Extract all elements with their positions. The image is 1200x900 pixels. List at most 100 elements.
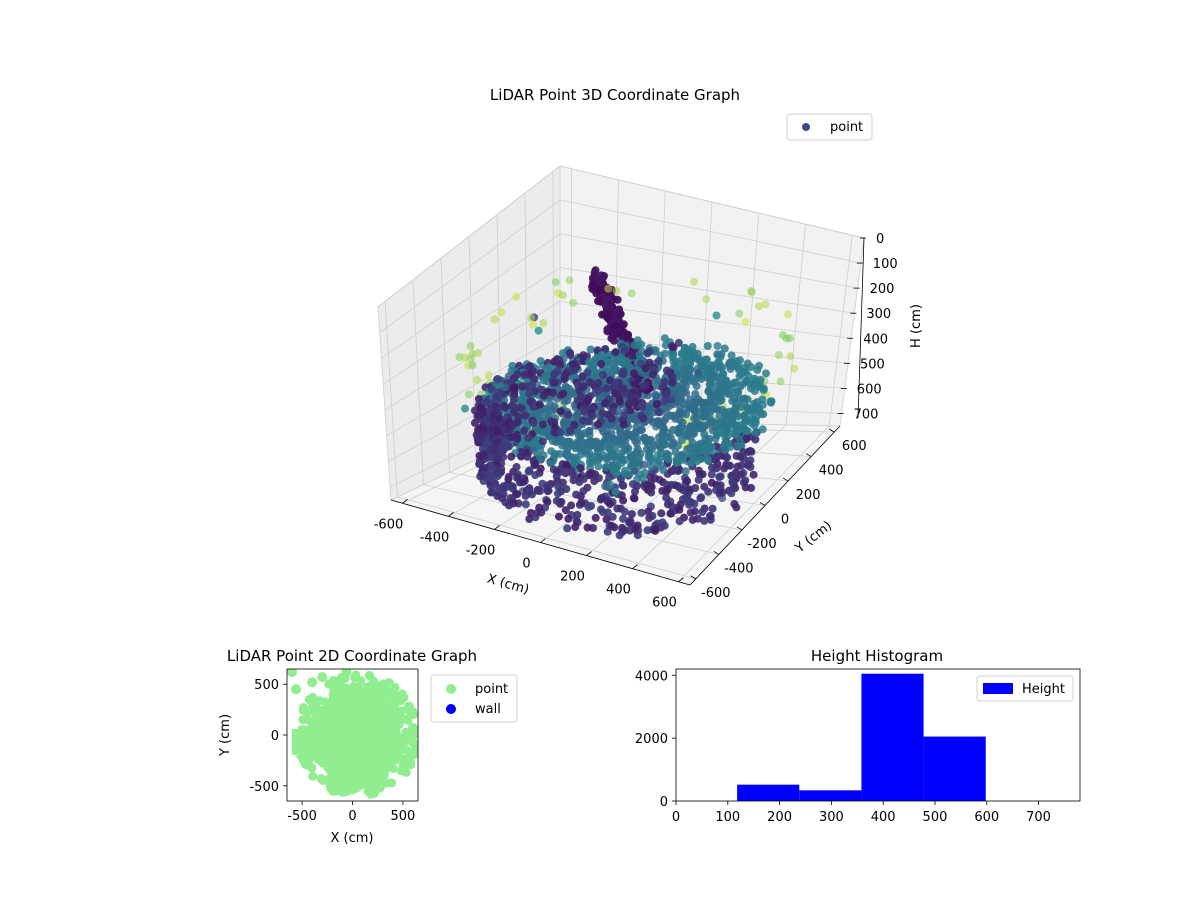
lidar-point-3d bbox=[702, 355, 711, 364]
x-tick-label-3d: -200 bbox=[466, 543, 496, 558]
lidar-point-3d bbox=[484, 371, 493, 380]
x-tick-label-3d: -600 bbox=[374, 517, 404, 532]
lidar-point-3d bbox=[520, 426, 529, 435]
lidar-point-3d bbox=[732, 357, 741, 366]
lidar-point-3d bbox=[556, 499, 565, 508]
lidar-point-2d bbox=[331, 775, 341, 785]
lidar-point-2d bbox=[307, 677, 318, 688]
lidar-point-2d bbox=[341, 669, 352, 678]
lidar-point-3d bbox=[660, 403, 669, 412]
lidar-point-3d bbox=[688, 438, 697, 447]
lidar-point-3d bbox=[572, 517, 581, 525]
lidar-point-3d bbox=[645, 415, 654, 424]
lidar-point-2d bbox=[356, 676, 366, 686]
lidar-point-3d bbox=[674, 338, 683, 347]
lidar-point-3d bbox=[755, 302, 763, 311]
legend-histogram-frame bbox=[976, 675, 1074, 702]
lidar-point-3d bbox=[715, 385, 724, 394]
lidar-point-3d bbox=[641, 364, 650, 373]
lidar-point-3d bbox=[492, 392, 500, 401]
lidar-point-3d bbox=[620, 507, 629, 516]
lidar-point-3d bbox=[669, 466, 677, 475]
lidar-point-3d bbox=[594, 420, 603, 429]
lidar-point-3d bbox=[626, 452, 635, 461]
lidar-point-3d bbox=[722, 389, 731, 398]
lidar-point-3d bbox=[611, 310, 620, 319]
x-tick-label-2d: 500 bbox=[390, 809, 415, 824]
lidar-point-3d bbox=[584, 396, 593, 405]
lidar-point-3d bbox=[683, 477, 692, 486]
lidar-point-2d bbox=[324, 679, 334, 689]
lidar-point-3d bbox=[620, 346, 629, 355]
lidar-point-3d bbox=[675, 429, 684, 438]
y-tick-3d bbox=[759, 502, 766, 506]
x-axis-histogram: 0 100 200 300 400 500 600 700 bbox=[672, 801, 1051, 825]
lidar-point-2d bbox=[403, 701, 414, 712]
lidar-point-3d bbox=[713, 405, 722, 414]
lidar-point-3d bbox=[564, 410, 573, 419]
x-tick-label-histogram: 700 bbox=[1026, 810, 1051, 825]
lidar-point-3d bbox=[722, 376, 731, 385]
point-cloud-2d bbox=[287, 669, 418, 799]
lidar-point-3d bbox=[659, 424, 668, 433]
lidar-point-3d bbox=[726, 461, 735, 470]
lidar-point-2d bbox=[300, 747, 310, 757]
lidar-point-3d bbox=[712, 373, 721, 382]
lidar-point-3d bbox=[487, 385, 496, 394]
lidar-point-3d bbox=[571, 523, 580, 531]
lidar-point-3d bbox=[566, 351, 575, 360]
plot-frame-histogram bbox=[675, 668, 1081, 802]
x-tick-label-histogram: 200 bbox=[767, 810, 792, 825]
lidar-point-2d bbox=[324, 774, 334, 784]
x-tick-3d bbox=[586, 551, 592, 556]
lidar-point-3d bbox=[742, 434, 751, 443]
y-tick-label-histogram: 4000 bbox=[635, 669, 668, 684]
lidar-point-3d bbox=[693, 514, 702, 523]
lidar-point-3d bbox=[751, 416, 759, 425]
y-tick-label-histogram: 2000 bbox=[635, 732, 668, 747]
z-tick-label-3d: 200 bbox=[870, 282, 895, 297]
lidar-point-3d bbox=[702, 399, 711, 408]
y-axis-2d-label: Y (cm) bbox=[218, 714, 233, 757]
lidar-point-2d bbox=[304, 760, 314, 770]
lidar-point-3d bbox=[749, 470, 758, 479]
lidar-point-3d bbox=[607, 304, 616, 313]
z-tick-label-3d: 300 bbox=[866, 307, 891, 322]
lidar-point-3d bbox=[496, 448, 505, 456]
lidar-point-3d bbox=[575, 500, 584, 509]
lidar-point-3d bbox=[738, 424, 747, 433]
x-tick-label-3d: 600 bbox=[652, 596, 677, 611]
point-cloud-2d-body bbox=[314, 685, 401, 790]
lidar-point-3d bbox=[560, 373, 569, 382]
lidar-point-3d bbox=[643, 526, 652, 535]
lidar-point-3d bbox=[478, 409, 487, 418]
lidar-point-2d bbox=[338, 787, 348, 797]
lidar-point-3d bbox=[591, 266, 600, 275]
grid-line-z bbox=[386, 334, 849, 437]
lidar-point-3d bbox=[517, 404, 526, 413]
lidar-point-3d bbox=[730, 500, 739, 508]
lidar-point-3d bbox=[513, 418, 522, 427]
lidar-point-3d bbox=[721, 414, 730, 423]
x-tick-label-histogram: 500 bbox=[923, 810, 948, 825]
lidar-point-3d bbox=[529, 320, 537, 329]
lidar-point-3d bbox=[663, 389, 672, 398]
lidar-point-3d bbox=[673, 362, 682, 371]
x-tick-label-3d: -400 bbox=[420, 530, 450, 545]
grid-line-y bbox=[384, 301, 696, 580]
lidar-point-3d bbox=[691, 390, 700, 398]
lidar-point-3d bbox=[718, 488, 727, 497]
lidar-point-2d bbox=[383, 759, 393, 769]
lidar-point-3d bbox=[577, 430, 586, 439]
lidar-point-3d bbox=[504, 475, 513, 484]
lidar-point-3d bbox=[733, 387, 742, 396]
lidar-point-3d bbox=[683, 431, 692, 440]
lidar-point-3d bbox=[697, 493, 706, 502]
lidar-point-3d bbox=[719, 369, 728, 378]
grid-line-x bbox=[678, 235, 853, 583]
grid-line-z bbox=[379, 199, 861, 334]
lidar-point-3d bbox=[783, 310, 792, 319]
lidar-point-3d bbox=[615, 531, 624, 540]
lidar-point-3d bbox=[520, 370, 529, 379]
lidar-point-3d bbox=[633, 531, 642, 540]
